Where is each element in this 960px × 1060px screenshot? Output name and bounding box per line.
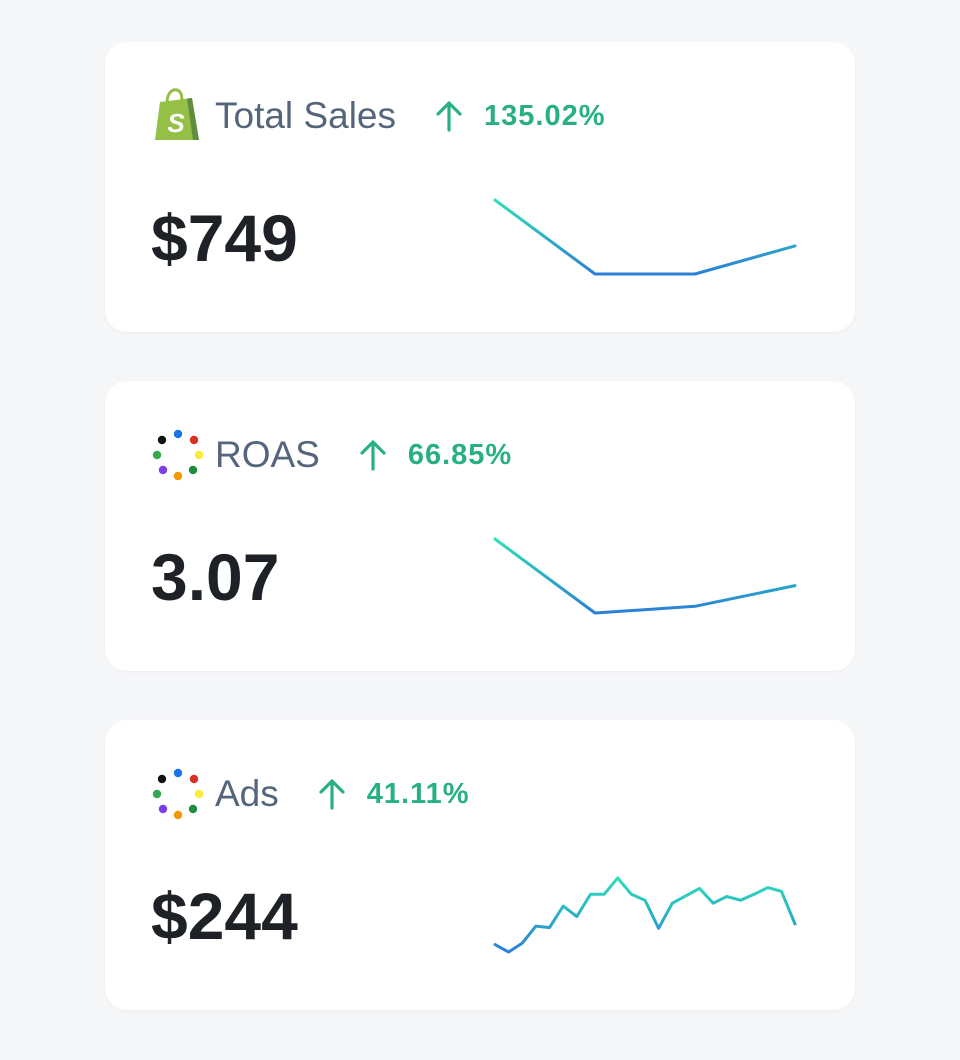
metric-value: $749 xyxy=(151,201,298,275)
sparkline-path xyxy=(493,198,797,276)
total-sales-card[interactable]: S Total Sales 135.02% $749 xyxy=(105,42,855,332)
metric-value: $244 xyxy=(151,879,298,953)
card-title: ROAS xyxy=(215,434,320,475)
svg-text:S: S xyxy=(167,108,185,138)
sparkline xyxy=(493,198,797,276)
arrow-up-icon xyxy=(436,101,462,132)
card-header: S Total Sales 135.02% xyxy=(151,88,606,143)
dotted-ring-icon xyxy=(151,428,205,482)
shopify-bag-icon: S xyxy=(151,88,205,143)
change-percent: 66.85% xyxy=(407,438,513,471)
change-indicator: 66.85% xyxy=(358,439,512,472)
change-indicator: 135.02% xyxy=(434,100,606,133)
dotted-ring-icon xyxy=(151,767,205,821)
sparkline-path xyxy=(493,876,797,954)
arrow-up-icon xyxy=(360,440,386,471)
change-percent: 135.02% xyxy=(484,99,606,132)
arrow-up-icon xyxy=(319,779,345,810)
card-title: Total Sales xyxy=(215,95,396,136)
roas-card[interactable]: ROAS 66.85% 3.07 xyxy=(105,381,855,671)
card-header: ROAS 66.85% xyxy=(151,428,512,482)
sparkline-path xyxy=(493,537,797,615)
card-header: Ads 41.11% xyxy=(151,767,470,821)
metric-value: 3.07 xyxy=(151,540,280,614)
change-indicator: 41.11% xyxy=(317,778,470,811)
ads-card[interactable]: Ads 41.11% $244 xyxy=(105,720,855,1010)
sparkline xyxy=(493,876,797,954)
card-title: Ads xyxy=(215,773,279,814)
sparkline xyxy=(493,537,797,615)
change-percent: 41.11% xyxy=(366,777,470,810)
